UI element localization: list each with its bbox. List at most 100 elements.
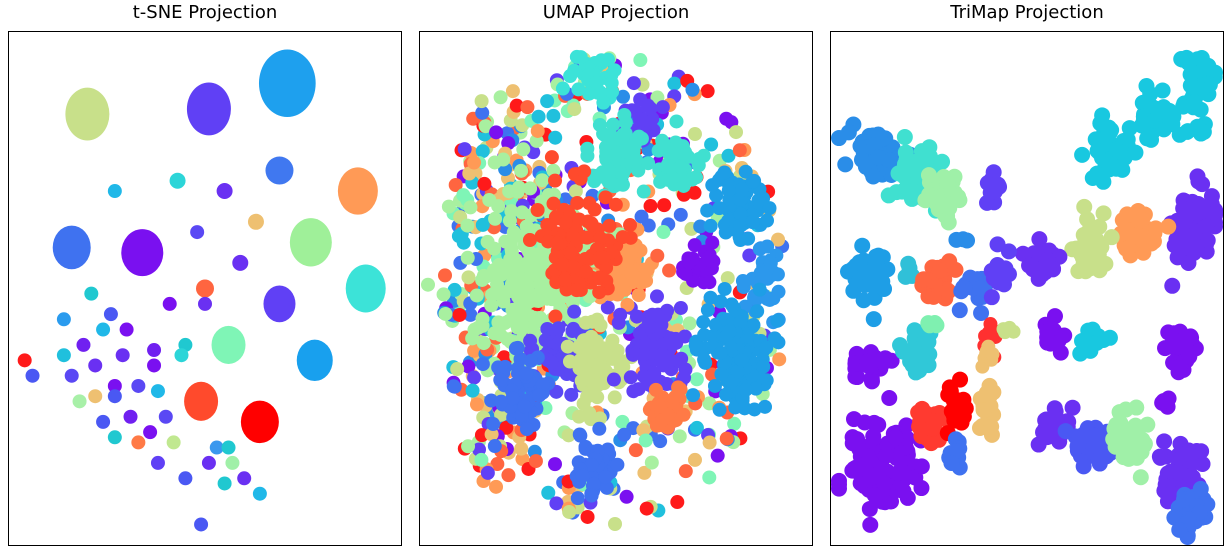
scatter-point — [608, 197, 623, 212]
scatter-point — [727, 416, 742, 431]
scatter-point — [617, 427, 632, 442]
scatter-point — [673, 207, 688, 222]
scatter-point — [1180, 344, 1197, 361]
scatter-point — [1171, 521, 1188, 538]
scatter-point — [1088, 334, 1105, 351]
scatter-point — [913, 458, 930, 475]
scatter-point — [115, 348, 130, 363]
scatter-point — [745, 214, 760, 229]
scatter-point — [1064, 399, 1081, 416]
scatter-point — [758, 399, 773, 414]
scatter-point — [491, 199, 506, 214]
scatter-point — [848, 459, 865, 476]
scatter-point — [52, 225, 91, 270]
scatter-point — [584, 457, 599, 472]
scatter-point — [504, 204, 519, 219]
scatter-point — [509, 98, 524, 113]
scatter-point — [147, 358, 162, 373]
scatter-point — [697, 328, 712, 343]
scatter-point — [917, 192, 934, 209]
scatter-point — [1162, 108, 1179, 125]
scatter-point — [734, 353, 749, 368]
scatter-point — [904, 183, 921, 200]
scatter-point — [476, 336, 491, 351]
umap-panel: UMAP Projection — [419, 0, 813, 552]
scatter-point — [662, 263, 677, 278]
scatter-point — [460, 250, 475, 265]
scatter-point — [665, 145, 680, 160]
scatter-point — [685, 251, 700, 266]
scatter-point — [700, 303, 715, 318]
scatter-point — [899, 430, 916, 447]
scatter-point — [573, 50, 588, 65]
scatter-point — [548, 130, 563, 145]
scatter-point — [530, 202, 545, 217]
scatter-point — [467, 370, 482, 385]
scatter-point — [65, 87, 110, 141]
scatter-point — [955, 279, 972, 296]
scatter-point — [831, 472, 847, 489]
scatter-point — [628, 443, 643, 458]
scatter-point — [1195, 202, 1212, 219]
scatter-point — [123, 409, 138, 424]
scatter-point — [732, 143, 747, 158]
scatter-point — [1192, 480, 1209, 497]
scatter-point — [107, 389, 122, 404]
scatter-point — [1189, 118, 1206, 135]
scatter-point — [96, 414, 111, 429]
scatter-point — [617, 144, 632, 159]
scatter-point — [143, 425, 158, 440]
scatter-point — [493, 90, 508, 105]
scatter-point — [670, 495, 685, 510]
scatter-point — [593, 318, 608, 333]
scatter-point — [1164, 277, 1181, 294]
scatter-point — [532, 269, 547, 284]
scatter-point — [475, 357, 490, 372]
scatter-point — [502, 313, 517, 328]
scatter-point — [720, 271, 735, 286]
scatter-point — [502, 184, 517, 199]
scatter-point — [469, 288, 484, 303]
scatter-point — [1075, 237, 1092, 254]
scatter-point — [76, 337, 91, 352]
scatter-point — [544, 355, 559, 370]
scatter-point — [477, 176, 492, 191]
scatter-point — [922, 420, 939, 437]
scatter-point — [1074, 146, 1091, 163]
scatter-point — [771, 232, 786, 247]
scatter-point — [541, 485, 556, 500]
scatter-point — [870, 416, 887, 433]
scatter-point — [460, 218, 475, 233]
scatter-point — [1084, 254, 1101, 271]
scatter-point — [491, 315, 506, 330]
scatter-point — [985, 164, 1002, 181]
scatter-point — [515, 316, 530, 331]
scatter-point — [457, 142, 472, 157]
scatter-point — [751, 193, 766, 208]
scatter-point — [489, 479, 504, 494]
scatter-point — [870, 149, 887, 166]
scatter-point — [615, 177, 630, 192]
scatter-point — [84, 286, 99, 301]
scatter-point — [629, 152, 644, 167]
scatter-point — [564, 245, 579, 260]
scatter-point — [533, 280, 548, 295]
scatter-point — [441, 199, 456, 214]
scatter-point — [486, 417, 501, 432]
scatter-point — [150, 455, 165, 470]
scatter-point — [689, 170, 704, 185]
scatter-point — [438, 306, 453, 321]
scatter-point — [602, 218, 617, 233]
scatter-point — [613, 307, 628, 322]
scatter-point — [583, 412, 598, 427]
scatter-point — [920, 167, 937, 184]
scatter-point — [592, 421, 607, 436]
scatter-point — [926, 314, 943, 331]
scatter-point — [668, 390, 683, 405]
scatter-point — [240, 400, 279, 444]
scatter-point — [546, 196, 561, 211]
scatter-point — [436, 287, 451, 302]
scatter-point — [865, 311, 882, 328]
scatter-point — [636, 347, 651, 362]
scatter-point — [665, 337, 680, 352]
